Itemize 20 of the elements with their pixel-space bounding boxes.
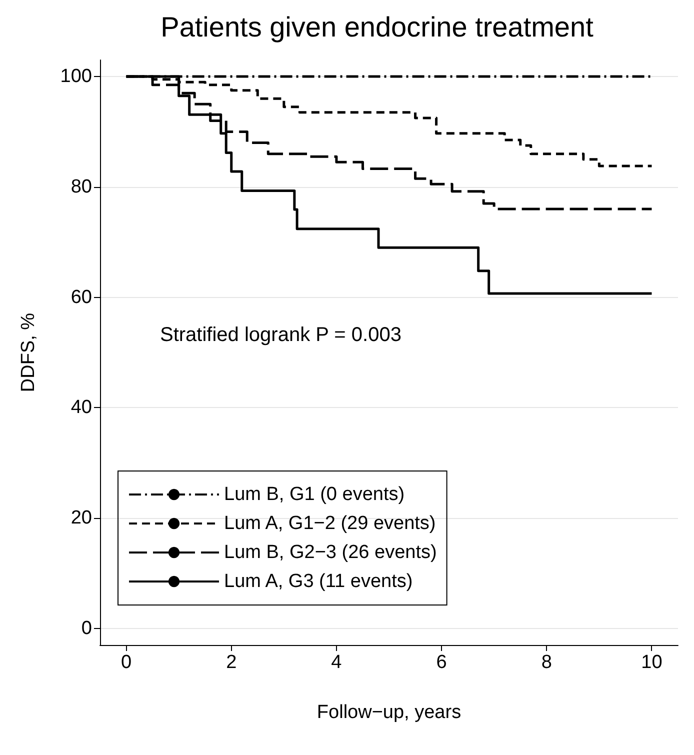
x-tick-label: 2 bbox=[226, 652, 237, 673]
x-axis-title: Follow−up, years bbox=[316, 702, 462, 723]
y-tick-label: 40 bbox=[70, 397, 92, 418]
y-tick-label: 0 bbox=[81, 618, 92, 639]
y-axis-title: DDFS, % bbox=[18, 312, 39, 392]
legend-label: Lum B, G2−3 (26 events) bbox=[224, 542, 437, 563]
chart-title: Patients given endocrine treatment bbox=[160, 12, 594, 42]
x-tick-label: 4 bbox=[331, 652, 342, 673]
x-tick-label: 6 bbox=[436, 652, 447, 673]
annotation: Stratified logrank P = 0.003 bbox=[160, 324, 402, 346]
legend-label: Lum A, G3 (11 events) bbox=[224, 571, 413, 592]
legend-label: Lum A, G1−2 (29 events) bbox=[224, 513, 436, 534]
legend-label: Lum B, G1 (0 events) bbox=[224, 484, 405, 505]
y-tick-label: 80 bbox=[70, 176, 92, 198]
x-tick-label: 10 bbox=[641, 652, 662, 673]
y-tick-label: 60 bbox=[70, 286, 92, 308]
y-tick-label: 20 bbox=[70, 508, 92, 529]
x-tick-label: 0 bbox=[120, 652, 132, 673]
y-tick-label: 100 bbox=[60, 66, 92, 88]
x-tick-label: 8 bbox=[541, 652, 552, 673]
